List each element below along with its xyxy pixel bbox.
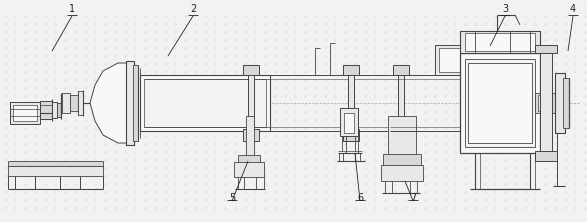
Bar	[465, 59, 535, 147]
Bar	[243, 65, 259, 75]
Bar	[8, 166, 103, 176]
Bar	[52, 102, 57, 118]
Bar	[393, 65, 409, 75]
Bar	[535, 93, 555, 113]
Polygon shape	[90, 63, 128, 143]
Bar	[398, 75, 404, 131]
Bar	[468, 63, 532, 143]
Bar	[460, 53, 540, 153]
Bar	[126, 61, 134, 145]
Text: 5: 5	[229, 193, 235, 203]
Bar	[10, 102, 40, 124]
Bar	[348, 75, 354, 131]
Bar	[248, 75, 254, 131]
Bar	[563, 78, 569, 128]
Bar	[538, 95, 552, 111]
Bar	[238, 155, 260, 163]
Bar	[343, 65, 359, 75]
Bar	[8, 161, 103, 166]
Bar	[144, 79, 266, 127]
Text: 2: 2	[190, 4, 196, 14]
Text: 7: 7	[410, 193, 416, 203]
Bar	[381, 165, 423, 181]
Bar	[133, 65, 138, 141]
Bar	[243, 129, 259, 141]
Bar	[343, 129, 359, 141]
Text: 4: 4	[570, 4, 576, 14]
Bar	[57, 103, 61, 117]
Bar	[535, 45, 557, 53]
Bar	[78, 91, 83, 115]
Bar	[40, 101, 52, 119]
Bar	[460, 31, 540, 53]
Bar	[13, 105, 37, 121]
Bar	[388, 116, 416, 156]
Bar	[435, 45, 505, 75]
Bar	[393, 129, 409, 141]
Bar	[62, 93, 70, 113]
Text: 1: 1	[69, 4, 75, 14]
Bar	[465, 33, 535, 51]
Text: 6: 6	[357, 193, 363, 203]
Bar	[246, 116, 254, 156]
Bar	[70, 95, 78, 111]
Bar	[234, 162, 264, 177]
Bar	[439, 48, 501, 72]
Bar	[344, 113, 354, 133]
Bar	[535, 151, 557, 161]
Bar	[555, 73, 565, 133]
Bar	[540, 53, 552, 153]
Bar	[383, 154, 421, 166]
Text: 3: 3	[502, 4, 508, 14]
Bar	[340, 108, 358, 136]
Bar	[140, 75, 270, 131]
